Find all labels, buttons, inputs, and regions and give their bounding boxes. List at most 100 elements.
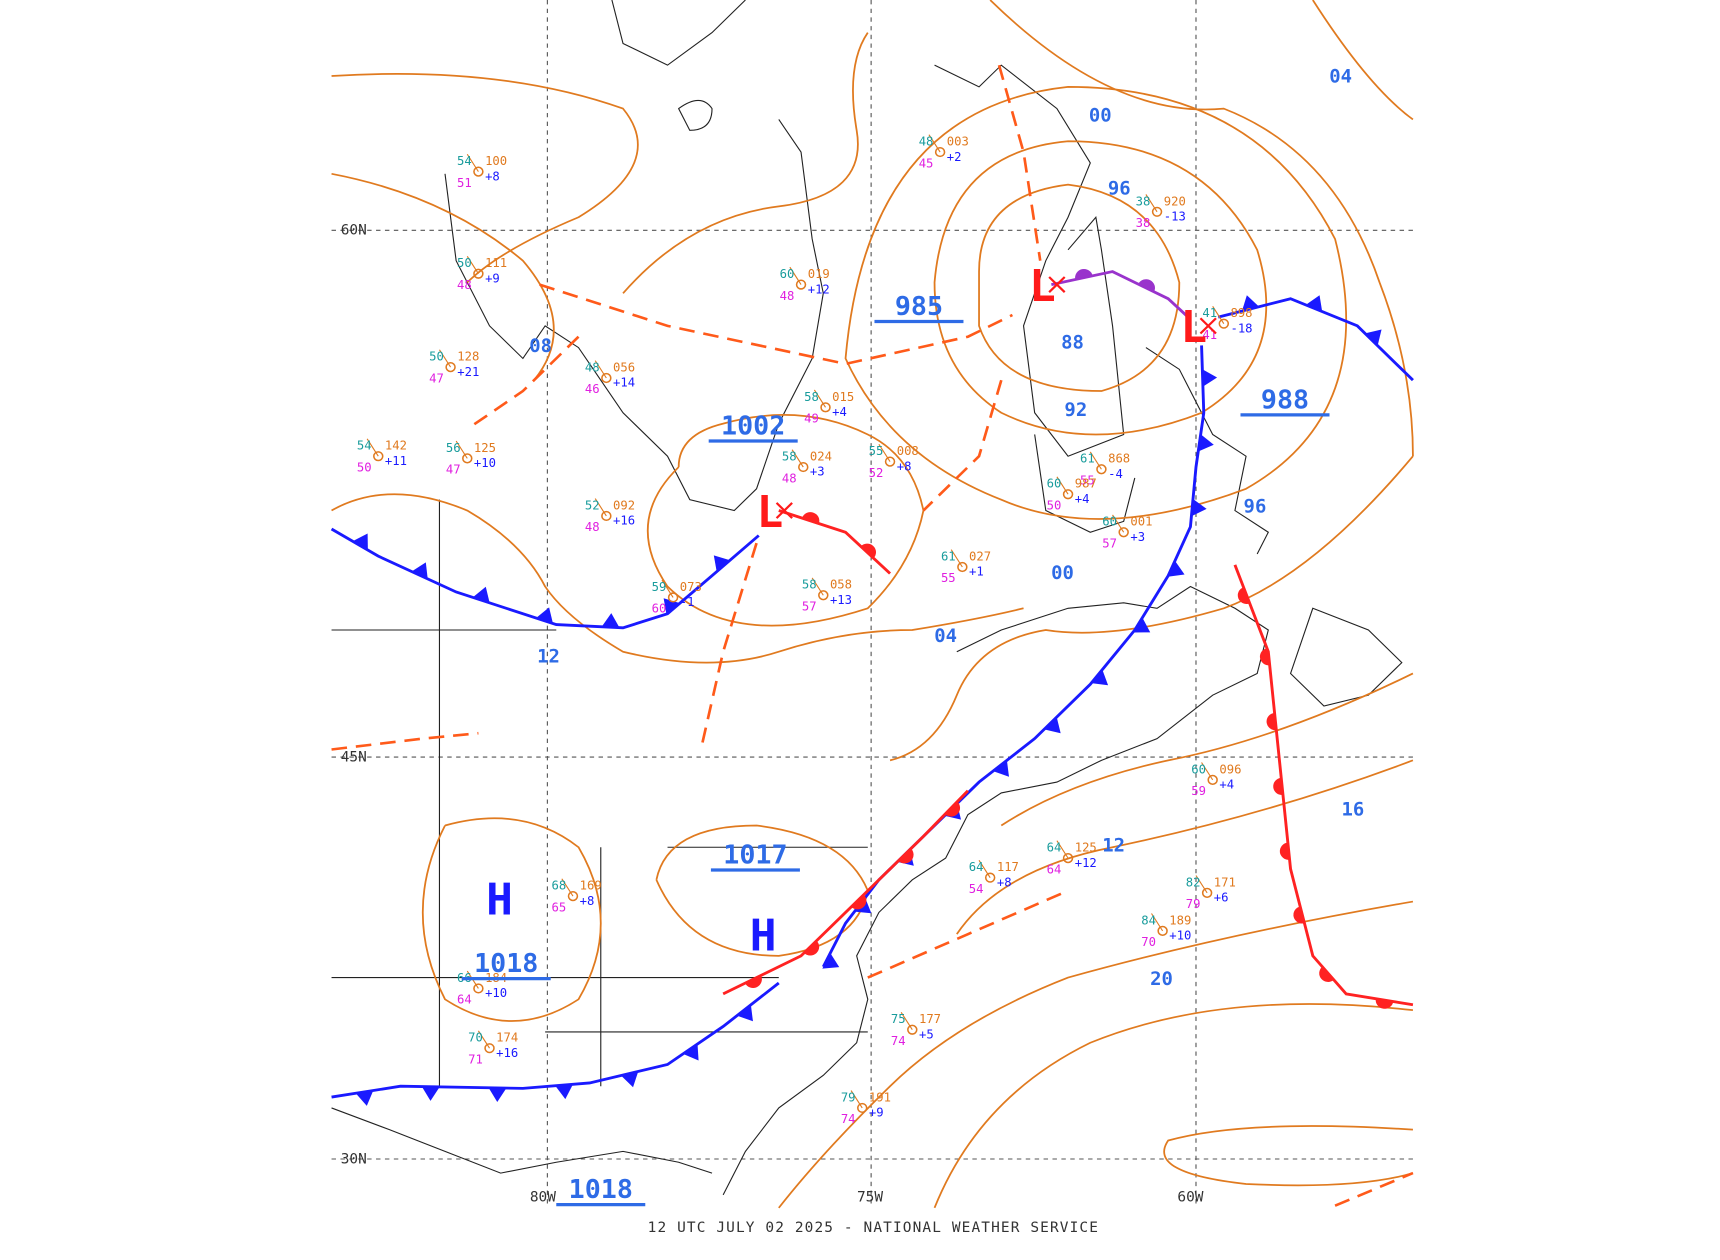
station-circle: [373, 451, 384, 462]
station-circle: [462, 453, 473, 464]
station-circle: [907, 1024, 918, 1035]
station-circle: [445, 362, 456, 373]
isobar-label: 04: [934, 626, 957, 647]
pressure-center: H: [750, 911, 777, 961]
temperature: 58: [804, 390, 819, 404]
dewpoint: 74: [841, 1112, 856, 1126]
warm-front-symbol: [1259, 648, 1270, 666]
dewpoint: 64: [457, 993, 472, 1007]
warm-front-symbol: [1237, 587, 1250, 605]
coastline: [444, 119, 824, 512]
wind-barb: [1201, 762, 1214, 781]
pressure: 058: [830, 578, 852, 592]
isobar: [331, 493, 1024, 664]
wind-barb: [1212, 306, 1225, 324]
station-circle: [484, 1043, 495, 1054]
cold-front-symbol: [601, 613, 620, 628]
cold-front-symbol: [421, 1086, 440, 1101]
cold-front-symbol: [555, 1084, 573, 1100]
cold-front-symbol: [1133, 617, 1151, 633]
tendency: +2: [947, 150, 962, 164]
pressure-center: L: [756, 487, 783, 537]
warm-front-symbol: [851, 894, 867, 910]
isobar-label: 00: [1089, 106, 1112, 127]
station-circle: [984, 872, 996, 883]
grid-label: 75W: [857, 1189, 884, 1205]
coastline: [1034, 434, 1136, 533]
grid-label: 80W: [530, 1189, 557, 1205]
station-circle: [473, 166, 484, 177]
wind-barb: [477, 1030, 490, 1049]
coastline: [677, 99, 713, 131]
cold-front-symbol: [536, 607, 553, 624]
cold-front-symbol: [736, 1004, 753, 1022]
temperature: 64: [969, 860, 984, 874]
center-pressure: 1002: [721, 412, 785, 442]
pressure: 987: [1075, 477, 1097, 491]
isobar-label: 00: [1051, 563, 1074, 584]
center-pressure: 1018: [474, 949, 538, 979]
wind-barb: [1112, 514, 1125, 533]
wind-barb: [878, 443, 891, 462]
isobar-label: 20: [1150, 969, 1173, 990]
coastlines: [331, 0, 1403, 1196]
tendency: +4: [832, 405, 847, 419]
wind-barb: [811, 577, 824, 596]
station-circle: [934, 146, 946, 158]
cold-front-symbol: [1091, 669, 1109, 686]
isobar-label: 08: [529, 336, 552, 357]
labels: 60N 45N 30N 80W 75W 60W H H L L L 1002 985 988 1017 101…: [341, 67, 1364, 1207]
cold-front-symbol: [472, 586, 490, 603]
dewpoint: 70: [1141, 935, 1156, 949]
tendency: -1: [680, 595, 695, 609]
station-circle: [1151, 206, 1163, 217]
state-border: [331, 499, 868, 1087]
tendency: +6: [1214, 891, 1229, 905]
pressure: 142: [385, 439, 407, 453]
dewpoint: 55: [941, 571, 956, 585]
warm-front-symbol: [1266, 712, 1277, 731]
pressure: 003: [947, 135, 969, 149]
tendency: +11: [385, 454, 407, 468]
warm-front-symbol: [898, 848, 914, 864]
isobar: [1163, 1125, 1414, 1187]
wind-barb: [561, 878, 574, 897]
grid-label: 60N: [341, 223, 367, 239]
temperature: 84: [1141, 913, 1156, 927]
isobar: [331, 73, 639, 284]
pressure: 920: [1164, 194, 1186, 208]
isobars: [331, 0, 1414, 1209]
dewpoint: 50: [357, 461, 372, 475]
trough: [922, 379, 1003, 512]
tendency: +12: [808, 282, 830, 296]
pressure: 001: [1130, 515, 1152, 529]
tendency: +10: [1169, 929, 1191, 943]
tendency: +5: [919, 1028, 934, 1042]
warm-front-symbol: [802, 512, 820, 524]
wind-barb: [789, 266, 802, 285]
footer: 12 UTC JULY 02 2025 - NATIONAL WEATHER S…: [648, 1220, 1099, 1236]
trough: [466, 335, 580, 431]
tendency: +8: [485, 169, 500, 183]
warm-front-symbol: [1319, 966, 1334, 982]
warm-front-symbol: [1138, 279, 1155, 292]
pressure: 024: [810, 450, 832, 464]
warm-front-symbol: [1375, 998, 1394, 1009]
cold-front-symbol: [620, 1071, 639, 1088]
temperature: 56: [446, 441, 461, 455]
wind-barb: [1151, 913, 1164, 932]
isobar: [421, 817, 602, 1022]
dewpoint: 49: [804, 412, 819, 426]
station-circle: [667, 592, 679, 603]
isobar-label: 12: [1102, 836, 1125, 857]
dewpoint: 55: [1080, 474, 1095, 488]
temperature: 60: [1191, 763, 1206, 777]
pressure: 092: [613, 499, 635, 513]
center-pressure: 1017: [723, 841, 787, 871]
isobar: [956, 759, 1414, 935]
low-marker: [775, 502, 793, 519]
pressure: 868: [1108, 452, 1130, 466]
wind-barb: [661, 579, 674, 598]
station-circle: [1157, 925, 1168, 936]
coastline: [1289, 607, 1403, 707]
